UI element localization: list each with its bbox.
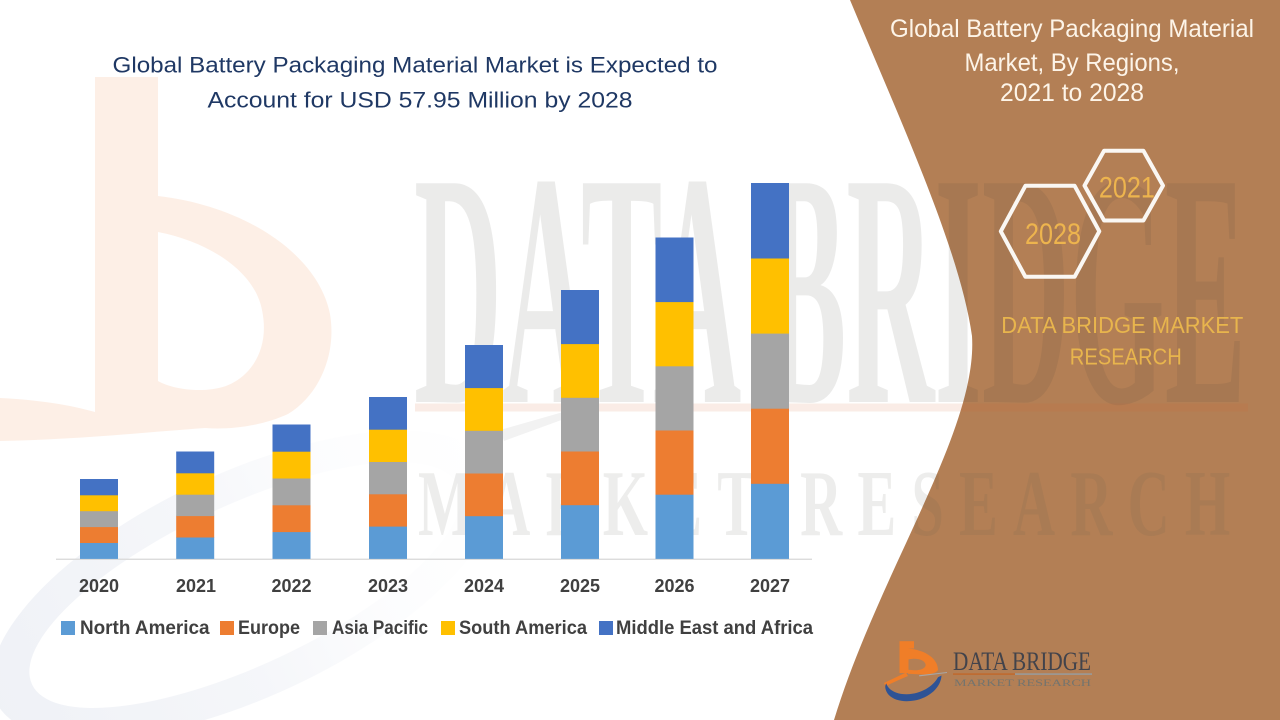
svg-text:RESEARCH: RESEARCH [1070,344,1182,370]
svg-text:Global Battery Packaging Mater: Global Battery Packaging Material [890,15,1254,43]
svg-text:MARKET RESEARCH: MARKET RESEARCH [418,451,1230,556]
svg-text:Account for USD 57.95 Million: Account for USD 57.95 Million by 2028 [208,88,633,113]
svg-text:Global Battery Packaging Mater: Global Battery Packaging Material Market… [113,53,718,78]
svg-text:Middle East and Africa: Middle East and Africa [616,618,813,639]
svg-text:2021 to 2028: 2021 to 2028 [1000,79,1144,107]
svg-text:2026: 2026 [654,576,694,596]
svg-text:2020: 2020 [79,576,119,596]
svg-text:2021: 2021 [176,576,216,596]
svg-text:2023: 2023 [368,576,408,596]
svg-text:MARKET RESEARCH: MARKET RESEARCH [954,679,1091,689]
svg-text:Market, By Regions,: Market, By Regions, [965,49,1180,77]
svg-text:2028: 2028 [1025,218,1081,251]
svg-text:DATA BRIDGE: DATA BRIDGE [953,647,1091,676]
svg-text:2025: 2025 [560,576,600,596]
svg-text:North America: North America [80,618,210,639]
svg-text:2024: 2024 [464,576,504,596]
svg-text:DATA BRIDGE: DATA BRIDGE [414,104,1246,474]
svg-text:South America: South America [459,618,587,639]
svg-text:2021: 2021 [1099,172,1155,205]
svg-text:2027: 2027 [750,576,790,596]
svg-text:Europe: Europe [238,618,300,639]
svg-text:Asia Pacific: Asia Pacific [332,618,428,639]
svg-text:2022: 2022 [271,576,311,596]
svg-text:DATA BRIDGE MARKET: DATA BRIDGE MARKET [1001,312,1243,338]
